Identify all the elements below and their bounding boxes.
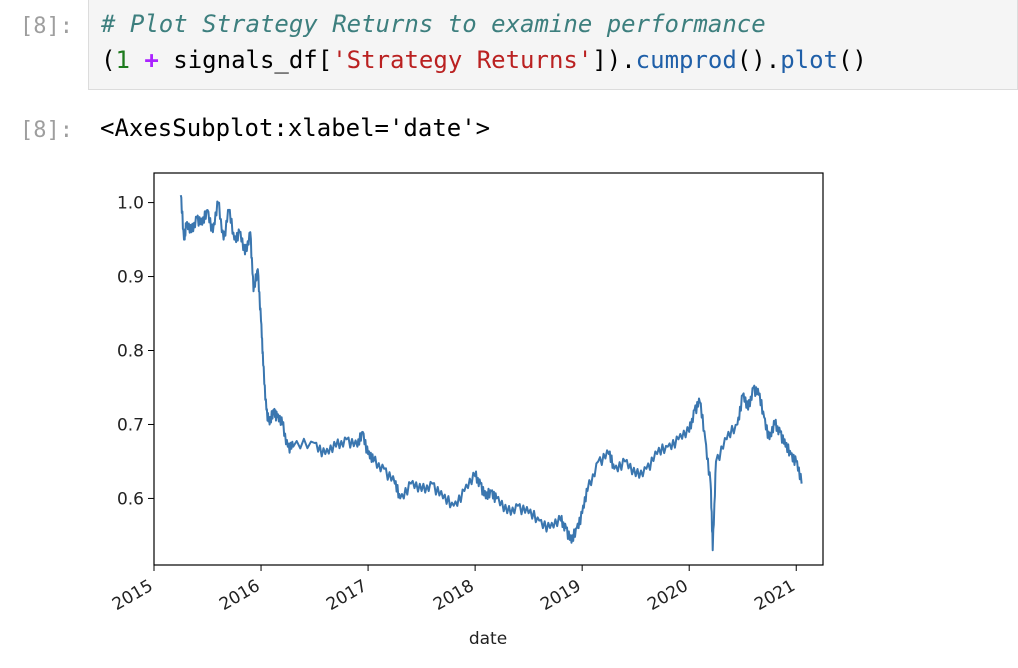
- x-axis: 2015 2016 2017 2018 2019 2020 2021: [109, 565, 799, 615]
- x-tick-label: 2020: [644, 576, 691, 615]
- code-line-2: (1 + signals_df['Strategy Returns']).cum…: [101, 46, 867, 74]
- x-tick-label: 2021: [751, 576, 798, 615]
- code-number: 1: [115, 46, 130, 74]
- x-tick-label: 2018: [430, 576, 477, 615]
- x-tick-label: 2016: [216, 576, 263, 615]
- y-tick-label: 0.9: [117, 268, 144, 288]
- y-tick-label: 0.7: [117, 415, 144, 435]
- code-editor[interactable]: # Plot Strategy Returns to examine perfo…: [88, 0, 1018, 90]
- y-tick-label: 0.6: [117, 489, 144, 509]
- output-repr: <AxesSubplot:xlabel='date'>: [100, 114, 491, 142]
- code-bracket: ]).: [592, 46, 636, 74]
- code-call-end: (): [837, 46, 867, 74]
- code-call: ().: [736, 46, 781, 74]
- plot-area-frame: [153, 172, 824, 566]
- code-variable: signals_df[: [173, 46, 333, 74]
- x-tick-label: 2015: [109, 576, 156, 615]
- x-tick-label: 2019: [537, 576, 584, 615]
- output-prompt: [8]:: [20, 118, 73, 143]
- input-prompt: [8]:: [20, 14, 73, 39]
- y-tick-label: 1.0: [117, 194, 144, 214]
- strategy-returns-line: [179, 194, 803, 552]
- x-tick-label: 2017: [323, 576, 370, 615]
- code-function-plot: plot: [780, 46, 838, 74]
- input-cell[interactable]: [8]: # Plot Strategy Returns to examine …: [0, 0, 1018, 92]
- code-comment: # Plot Strategy Returns to examine perfo…: [101, 10, 766, 38]
- y-axis: 0.6 0.7 0.8 0.9 1.0: [117, 194, 154, 509]
- code-line-1: # Plot Strategy Returns to examine perfo…: [101, 10, 766, 38]
- code-operator: +: [144, 46, 159, 74]
- code-function-cumprod: cumprod: [635, 46, 737, 74]
- x-axis-label: date: [469, 629, 507, 649]
- code-string: 'Strategy Returns': [332, 46, 593, 74]
- y-tick-label: 0.8: [117, 342, 144, 362]
- code-paren: (: [101, 46, 116, 74]
